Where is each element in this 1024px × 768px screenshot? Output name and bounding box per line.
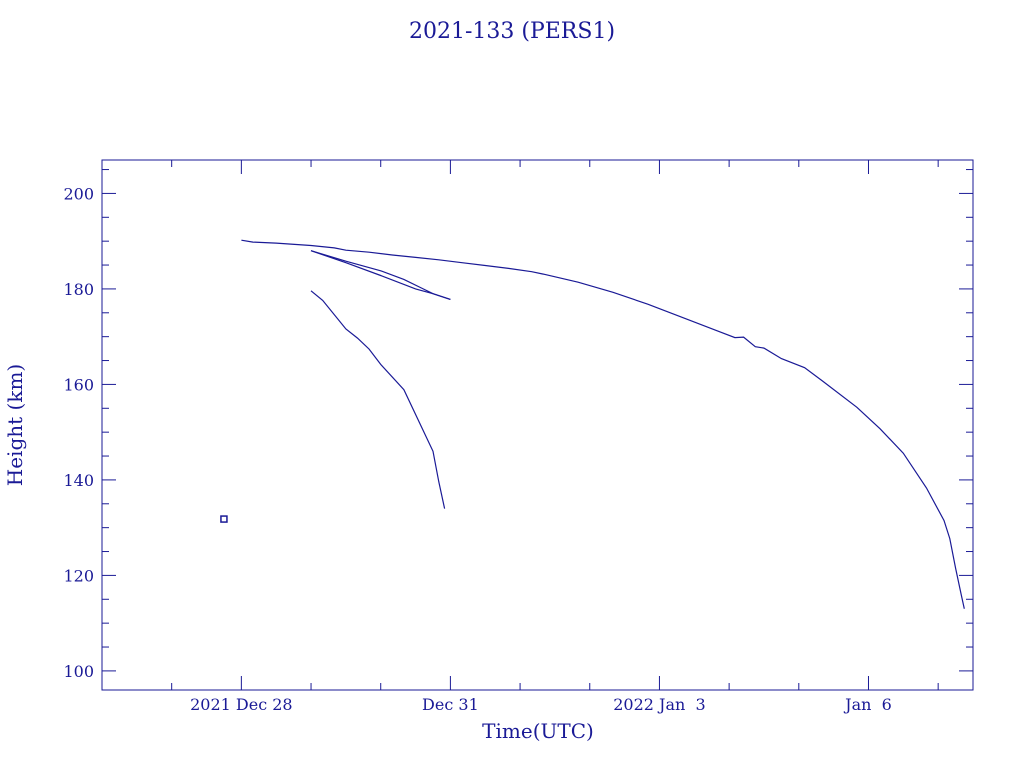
chart-title: 2021-133 (PERS1) [409,19,615,44]
y-tick-label: 120 [63,566,94,585]
y-tick-label: 100 [63,662,94,681]
series-4-line [310,290,446,509]
x-tick-label: 2022 Jan 3 [613,695,705,714]
series-group [220,239,965,609]
x-tick-label: 2021 Dec 28 [190,695,293,714]
y-axis-label: Height (km) [3,364,27,486]
x-axis-label: Time(UTC) [482,719,594,743]
y-tick-label: 200 [63,184,94,203]
y-tick-label: 160 [63,375,94,394]
x-tick-labels: 2021 Dec 28 Dec 31 2022 Jan 3 Jan 6 [190,695,892,714]
tick-marks [101,160,973,690]
x-tick-label: Dec 31 [422,695,479,714]
x-tick-label: Jan 6 [843,695,892,714]
y-tick-label: 180 [63,280,94,299]
series-5-point [220,515,228,523]
series-1-line [241,239,965,609]
series-3-line [310,250,451,300]
y-tick-labels: 100 120 140 160 180 200 [63,184,94,680]
y-tick-label: 140 [63,471,94,490]
plot-frame [101,159,974,691]
